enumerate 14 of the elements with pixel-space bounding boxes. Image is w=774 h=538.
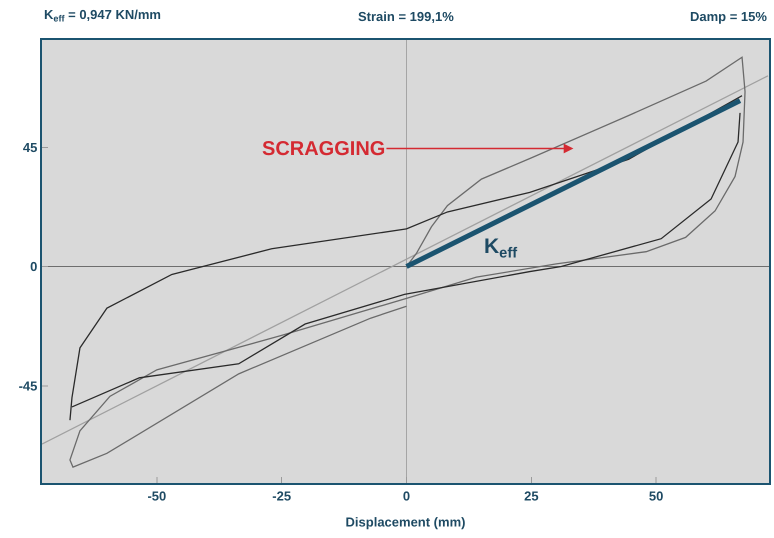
x-tick-label: -50 <box>147 488 166 504</box>
annotation: K$_{eff}$ <box>484 235 518 262</box>
annotation: SCRAGGING <box>262 138 386 160</box>
x-tick-label: 25 <box>524 488 539 504</box>
text: Damp = 15% <box>690 9 768 24</box>
x-tick-label: -25 <box>272 488 292 504</box>
text: K$_{eff}$ = 0,947 KN/mm <box>44 7 161 24</box>
x-tick-label: 0 <box>402 488 410 504</box>
y-tick-label: 45 <box>22 140 38 155</box>
y-tick-label: 0 <box>30 259 38 274</box>
text: Strain = 199,1% <box>358 9 454 24</box>
x-tick-label: 50 <box>648 488 664 504</box>
y-tick-label: -45 <box>18 378 38 394</box>
x-axis-title: Displacement (mm) <box>346 514 466 530</box>
